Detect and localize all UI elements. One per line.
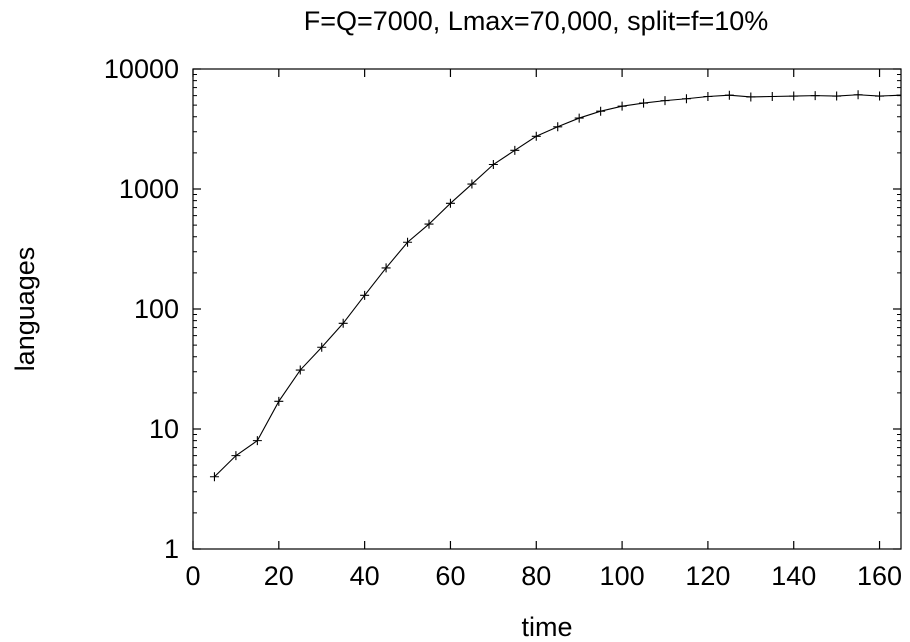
data-point: [703, 91, 713, 101]
data-point: [467, 179, 477, 189]
data-point: [832, 91, 842, 101]
y-axis-label: languages: [10, 247, 40, 372]
x-axis: 0 20 40 60 80 100 120 140 160: [185, 69, 902, 591]
data-point: [660, 96, 670, 106]
data-point: [403, 237, 413, 247]
plot-frame: [192, 68, 902, 550]
data-point: [896, 90, 901, 100]
data-point: [231, 451, 241, 461]
x-tick-label: 140: [771, 561, 816, 591]
data-point: [317, 342, 327, 352]
data-point: [553, 122, 563, 132]
y-tick-label: 100: [134, 294, 179, 324]
x-axis-label: time: [521, 612, 572, 642]
y-tick-label: 1: [164, 534, 179, 564]
data-point: [810, 91, 820, 101]
y-tick-label: 10000: [104, 54, 179, 84]
data-point: [209, 472, 219, 482]
data-point: [639, 98, 649, 108]
data-point: [574, 113, 584, 123]
data-point: [274, 396, 284, 406]
data-point: [853, 90, 863, 100]
data-point: [531, 131, 541, 141]
data-point: [252, 436, 262, 446]
data-point: [596, 106, 606, 116]
data-point: [360, 290, 370, 300]
data-point: [381, 263, 391, 273]
data-point: [445, 198, 455, 208]
data-point: [875, 91, 885, 101]
series: [209, 90, 901, 482]
chart-title: F=Q=7000, Lmax=70,000, split=f=10%: [304, 6, 769, 36]
data-point: [488, 160, 498, 170]
x-tick-label: 80: [521, 561, 551, 591]
data-point: [510, 145, 520, 155]
data-point: [338, 318, 348, 328]
series-line: [214, 94, 901, 478]
data-point: [295, 365, 305, 375]
y-tick-label: 1000: [119, 174, 179, 204]
x-tick-label: 20: [264, 561, 294, 591]
y-tick-label: 10: [149, 414, 179, 444]
x-tick-label: 40: [350, 561, 380, 591]
data-point: [681, 94, 691, 104]
y-axis: 1 10 100 1000 10000: [104, 54, 901, 564]
data-point: [424, 219, 434, 229]
x-tick-label: 0: [185, 561, 200, 591]
x-tick-label: 60: [435, 561, 465, 591]
data-point: [746, 92, 756, 102]
series-layer: [209, 90, 901, 482]
data-point: [724, 90, 734, 100]
data-point: [767, 91, 777, 101]
x-tick-label: 160: [857, 561, 902, 591]
x-tick-label: 100: [600, 561, 645, 591]
x-tick-label: 120: [685, 561, 730, 591]
data-point: [789, 91, 799, 101]
data-point: [617, 101, 627, 111]
